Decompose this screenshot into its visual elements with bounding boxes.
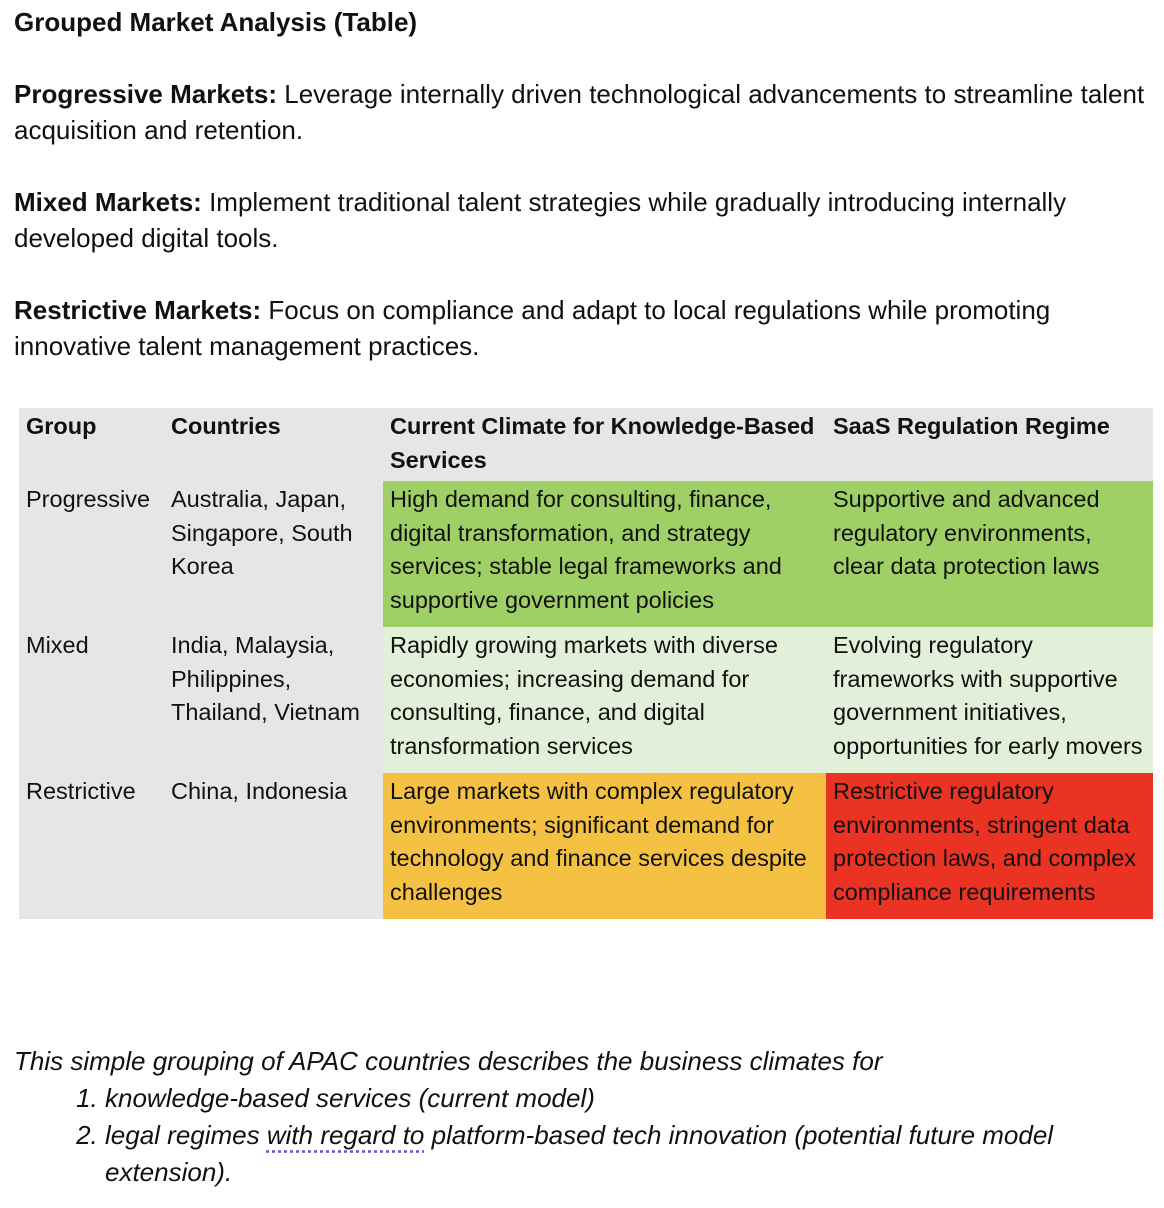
regime-cell: Evolving regulatory frameworks with supp… xyxy=(826,627,1153,773)
caption-lead: This simple grouping of APAC countries d… xyxy=(14,1046,883,1076)
climate-cell: Large markets with complex regulatory en… xyxy=(383,773,826,919)
caption-item-text: knowledge-based services (current model) xyxy=(105,1083,595,1113)
progressive-markets-label: Progressive Markets: xyxy=(14,79,278,109)
table-row: Mixed India, Malaysia, Philippines, Thai… xyxy=(19,627,1153,773)
mixed-markets-text: Implement traditional talent strategies … xyxy=(14,187,1067,253)
climate-cell: Rapidly growing markets with diverse eco… xyxy=(383,627,826,773)
group-cell: Restrictive xyxy=(19,773,164,919)
regime-cell: Restrictive regulatory environments, str… xyxy=(826,773,1153,919)
restrictive-markets-text: Focus on compliance and adapt to local r… xyxy=(14,295,1051,361)
document-title: Grouped Market Analysis (Table) xyxy=(14,7,418,37)
progressive-markets-text: Leverage internally driven technological… xyxy=(14,79,1145,145)
restrictive-markets-label: Restrictive Markets: xyxy=(14,295,262,325)
group-cell: Progressive xyxy=(19,481,164,627)
caption-item-text: legal regimes xyxy=(105,1120,267,1150)
restrictive-markets-paragraph: Restrictive Markets: Focus on compliance… xyxy=(14,292,1154,364)
mixed-markets-paragraph: Mixed Markets: Implement traditional tal… xyxy=(14,184,1154,256)
countries-cell: China, Indonesia xyxy=(164,773,383,919)
table-row: Progressive Australia, Japan, Singapore,… xyxy=(19,481,1153,627)
caption-block: This simple grouping of APAC countries d… xyxy=(14,1043,1154,1191)
market-analysis-table: Group Countries Current Climate for Know… xyxy=(19,408,1153,919)
header-countries: Countries xyxy=(164,408,383,481)
caption-list: knowledge-based services (current model)… xyxy=(14,1080,1154,1191)
header-climate: Current Climate for Knowledge-Based Serv… xyxy=(383,408,826,481)
regime-cell: Supportive and advanced regulatory envir… xyxy=(826,481,1153,627)
table-header-row: Group Countries Current Climate for Know… xyxy=(19,408,1153,481)
flagged-phrase[interactable]: with regard to xyxy=(266,1120,425,1150)
countries-cell: Australia, Japan, Singapore, South Korea xyxy=(164,481,383,627)
header-group: Group xyxy=(19,408,164,481)
caption-item-text-end: platform-based tech innovation (potentia… xyxy=(105,1120,1054,1187)
caption-list-item: legal regimes with regard to platform-ba… xyxy=(105,1117,1154,1191)
group-cell: Mixed xyxy=(19,627,164,773)
mixed-markets-label: Mixed Markets: xyxy=(14,187,202,217)
header-regime: SaaS Regulation Regime xyxy=(826,408,1153,481)
progressive-markets-paragraph: Progressive Markets: Leverage internally… xyxy=(14,76,1154,148)
climate-cell: High demand for consulting, finance, dig… xyxy=(383,481,826,627)
countries-cell: India, Malaysia, Philippines, Thailand, … xyxy=(164,627,383,773)
caption-list-item: knowledge-based services (current model) xyxy=(105,1080,1154,1117)
document-body: Grouped Market Analysis (Table) Progress… xyxy=(14,0,1154,364)
table-row: Restrictive China, Indonesia Large marke… xyxy=(19,773,1153,919)
